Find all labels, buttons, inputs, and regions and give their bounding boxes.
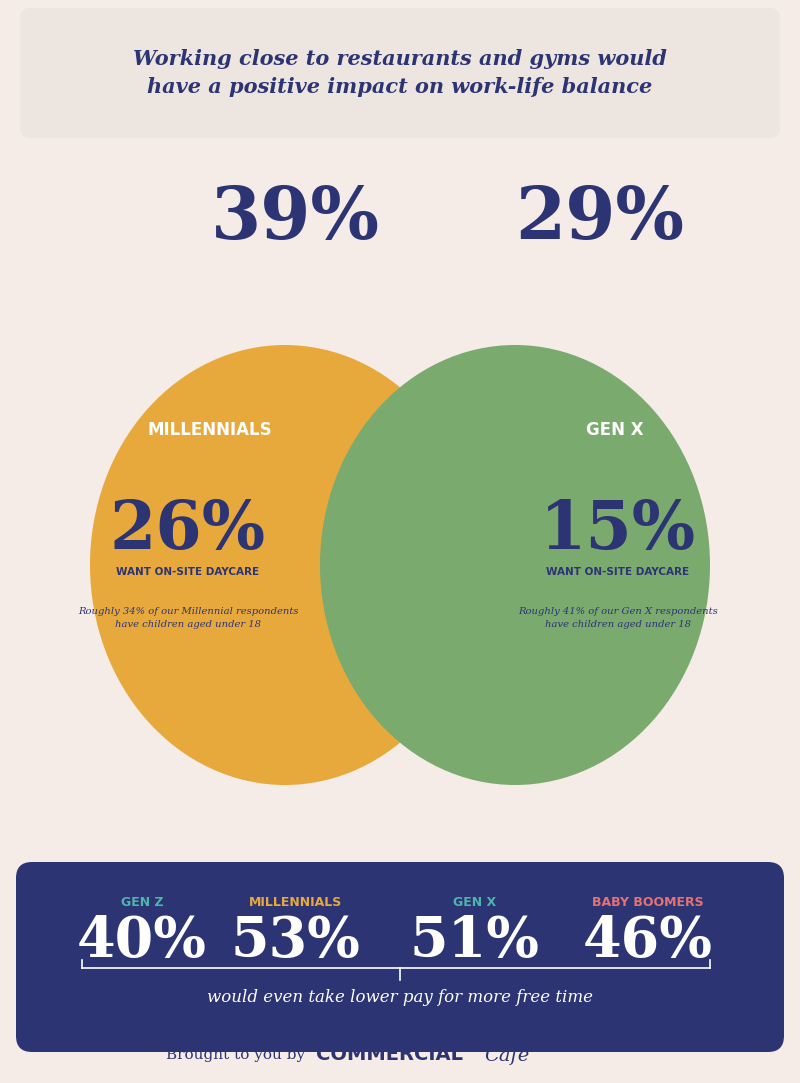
- Text: 26%: 26%: [110, 497, 266, 562]
- Text: WANT ON-SITE DAYCARE: WANT ON-SITE DAYCARE: [546, 567, 690, 577]
- Text: MILLENNIALS: MILLENNIALS: [148, 421, 272, 439]
- Text: 46%: 46%: [583, 914, 713, 969]
- Text: 51%: 51%: [410, 914, 540, 969]
- Ellipse shape: [320, 345, 710, 785]
- Text: GEN X: GEN X: [586, 421, 644, 439]
- Text: 29%: 29%: [515, 183, 685, 253]
- Text: WANT ON-SITE DAYCARE: WANT ON-SITE DAYCARE: [117, 567, 259, 577]
- Text: MILLENNIALS: MILLENNIALS: [248, 896, 342, 909]
- Text: GEN X: GEN X: [454, 896, 497, 909]
- Text: 15%: 15%: [540, 497, 696, 562]
- Text: Roughly 41% of our Gen X respondents
have children aged under 18: Roughly 41% of our Gen X respondents hav…: [518, 608, 718, 629]
- Text: Brought to you by: Brought to you by: [166, 1048, 310, 1062]
- Text: BABY BOOMERS: BABY BOOMERS: [592, 896, 704, 909]
- FancyBboxPatch shape: [20, 8, 780, 138]
- Text: 53%: 53%: [230, 914, 360, 969]
- Text: would even take lower pay for more free time: would even take lower pay for more free …: [207, 990, 593, 1006]
- Text: Café: Café: [484, 1045, 530, 1065]
- Text: Working close to restaurants and gyms would
have a positive impact on work-life : Working close to restaurants and gyms wo…: [133, 49, 667, 97]
- FancyBboxPatch shape: [16, 862, 784, 1052]
- Text: 40%: 40%: [77, 914, 207, 969]
- Text: Roughly 34% of our Millennial respondents
have children aged under 18: Roughly 34% of our Millennial respondent…: [78, 608, 298, 629]
- Text: GEN Z: GEN Z: [121, 896, 163, 909]
- Text: COMMERCIAL: COMMERCIAL: [316, 1045, 463, 1065]
- Text: 39%: 39%: [210, 183, 379, 253]
- Ellipse shape: [90, 345, 480, 785]
